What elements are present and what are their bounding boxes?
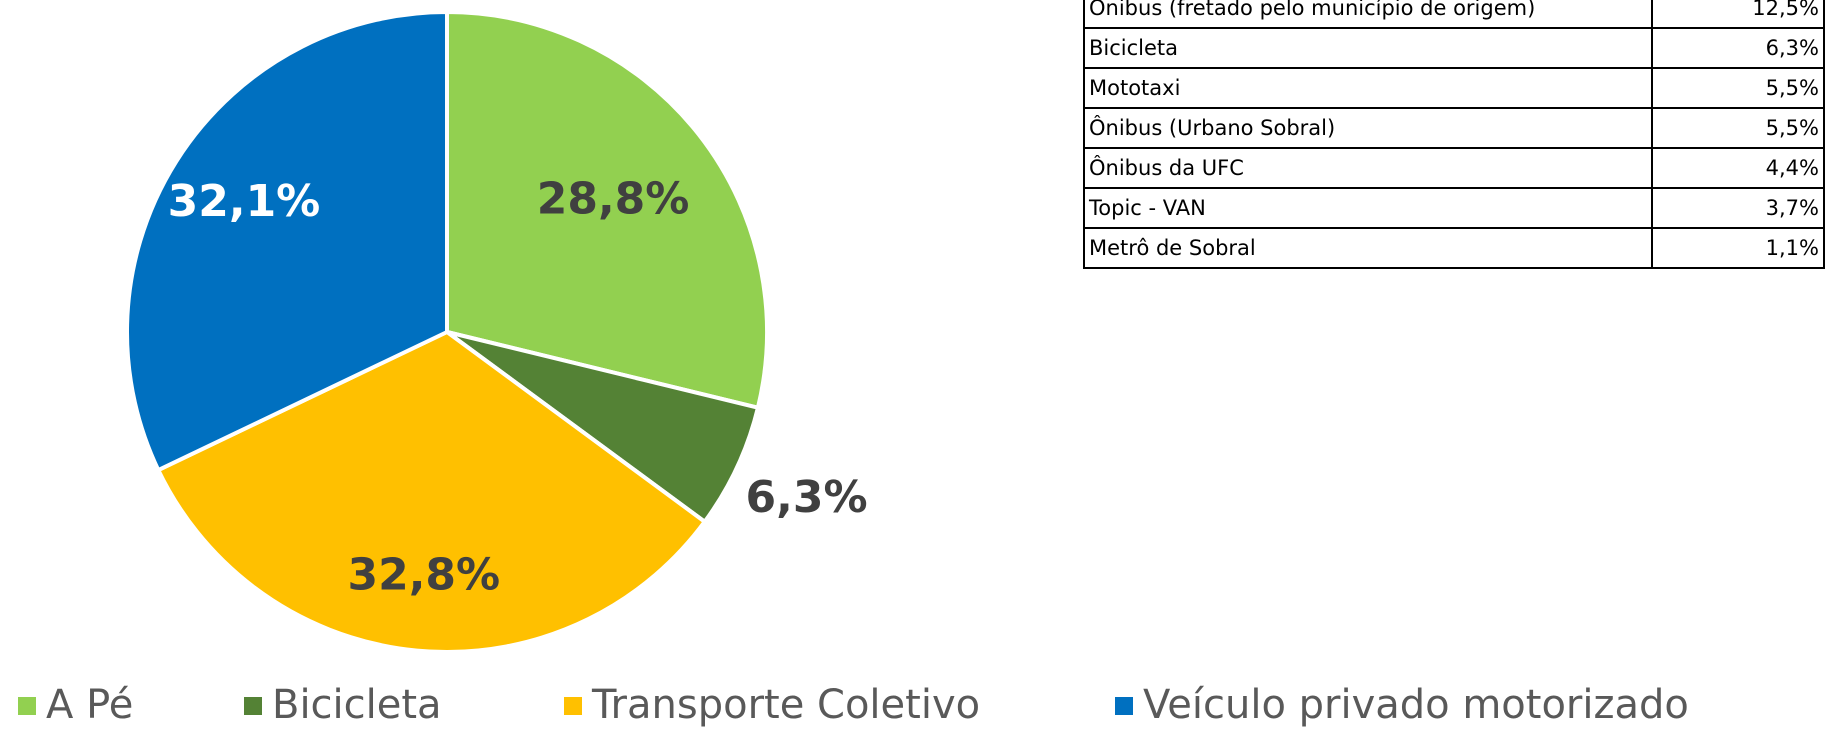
row-label: Bicicleta (1082, 27, 1654, 69)
row-label: Ônibus (fretado pelo município de origem… (1082, 0, 1654, 29)
row-value: 5,5% (1651, 107, 1825, 149)
data-label: 32,1% (168, 176, 321, 227)
legend-swatch (1115, 697, 1133, 715)
row-value: 5,5% (1651, 67, 1825, 109)
legend-swatch (244, 697, 262, 715)
legend-swatch (564, 697, 582, 715)
legend-label: Veículo privado motorizado (1143, 682, 1689, 728)
table-row: Metrô de Sobral 1,1% (1082, 227, 1825, 269)
table-row: Ônibus (Urbano Sobral) 5,5% (1082, 107, 1825, 149)
row-label: Metrô de Sobral (1082, 227, 1654, 269)
row-value: 12,5% (1651, 0, 1825, 29)
table-row: Mototaxi 5,5% (1082, 67, 1825, 109)
legend-label: A Pé (46, 682, 133, 728)
table-row: Topic - VAN 3,7% (1082, 187, 1825, 229)
pie-slice (155, 329, 708, 654)
pie-slice (445, 330, 761, 525)
data-label: 28,8% (537, 174, 690, 225)
data-table: Ônibus (fretado pelo município de origem… (1082, 0, 1825, 269)
table-row: Ônibus da UFC 4,4% (1082, 147, 1825, 189)
row-value: 4,4% (1651, 147, 1825, 189)
legend-swatch (18, 697, 36, 715)
row-value: 1,1% (1651, 227, 1825, 269)
row-value: 3,7% (1651, 187, 1825, 229)
table-row: Bicicleta 6,3% (1082, 27, 1825, 69)
row-label: Topic - VAN (1082, 187, 1654, 229)
legend-label: Bicicleta (272, 682, 442, 728)
data-label: 32,8% (347, 549, 500, 600)
data-label: 6,3% (746, 472, 868, 523)
pie-slice (125, 9, 449, 473)
row-label: Ônibus (Urbano Sobral) (1082, 107, 1654, 149)
row-value: 6,3% (1651, 27, 1825, 69)
table-row: Ônibus (fretado pelo município de origem… (1082, 0, 1825, 29)
pie-slice (445, 9, 769, 411)
row-label: Ônibus da UFC (1082, 147, 1654, 189)
legend-label: Transporte Coletivo (591, 682, 980, 728)
row-label: Mototaxi (1082, 67, 1654, 109)
